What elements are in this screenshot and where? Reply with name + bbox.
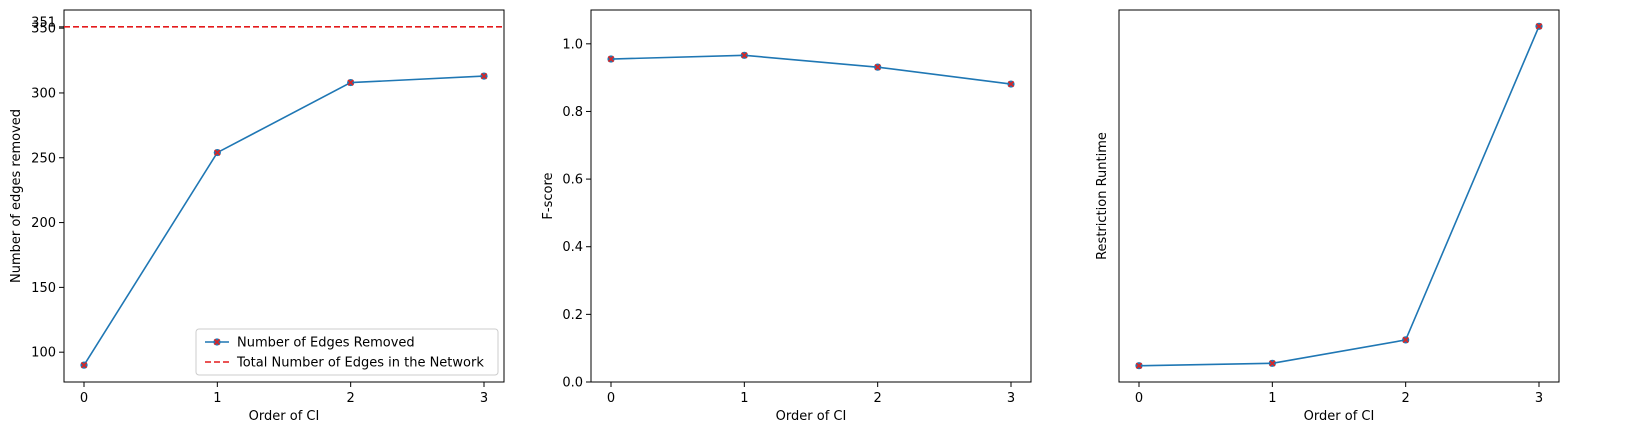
- legend-series-cross: [213, 338, 221, 346]
- data-point-cross: [347, 79, 354, 86]
- series-line: [610, 54, 1012, 85]
- data-point-cross: [1535, 23, 1543, 30]
- data-point-cross: [214, 149, 221, 156]
- x-tick-label: 3: [1535, 391, 1543, 406]
- x-axis-label: Order of CI: [249, 409, 320, 424]
- axes-frame: [590, 9, 1032, 383]
- y-tick-label: 1.0: [562, 37, 583, 52]
- data-point-cross: [1402, 336, 1409, 344]
- data-point-cross: [80, 361, 88, 369]
- x-tick-label: 0: [80, 391, 88, 406]
- y-tick-label: 0.6: [562, 173, 583, 188]
- y-tick-label: 150: [31, 281, 56, 296]
- legend-box: [195, 328, 499, 376]
- x-axis-label: Order of CI: [776, 409, 847, 424]
- axes-frame: [63, 9, 505, 383]
- y-tick-label: 300: [31, 86, 56, 101]
- y-tick-label: 0.2: [562, 308, 583, 323]
- data-point-cross: [607, 55, 615, 63]
- legend-entry-total-edges: Total Number of Edges in the Network: [236, 356, 484, 371]
- y-tick-label: 100: [31, 346, 56, 361]
- series-line: [83, 75, 485, 366]
- data-point-cross: [1135, 362, 1143, 369]
- y-axis-label: F-score: [541, 172, 556, 219]
- x-tick-label: 1: [740, 391, 748, 406]
- x-tick-label: 1: [213, 391, 221, 406]
- x-tick-label: 3: [1007, 391, 1015, 406]
- x-tick-label: 2: [347, 391, 355, 406]
- x-tick-label: 0: [607, 391, 615, 406]
- data-point-cross: [741, 52, 748, 59]
- data-point-cross: [480, 72, 488, 80]
- x-tick-label: 2: [1402, 391, 1410, 406]
- y-axis-label: Restriction Runtime: [1095, 132, 1110, 260]
- x-tick-label: 1: [1268, 391, 1276, 406]
- x-tick-label: 3: [480, 391, 488, 406]
- y-tick-label: 250: [31, 151, 56, 166]
- y-tick-label: 0.8: [562, 105, 583, 120]
- y-tick-label: 0.0: [562, 376, 583, 391]
- y-axis-label: Number of edges removed: [9, 109, 24, 283]
- data-point-cross: [874, 63, 881, 71]
- x-tick-label: 0: [1135, 391, 1143, 406]
- x-tick-label: 2: [874, 391, 882, 406]
- y-tick-label: 0.4: [562, 240, 583, 255]
- data-point-cross: [1007, 80, 1015, 88]
- legend-entry-edges-removed: Number of Edges Removed: [237, 336, 415, 351]
- series-line: [1138, 25, 1540, 367]
- data-point-cross: [1269, 360, 1276, 367]
- x-axis-label: Order of CI: [1304, 409, 1375, 424]
- y-tick-label: 350: [31, 22, 56, 37]
- y-tick-label: 200: [31, 216, 56, 231]
- axes-frame: [1118, 9, 1560, 383]
- y-tick-label-extra: 351: [31, 15, 56, 30]
